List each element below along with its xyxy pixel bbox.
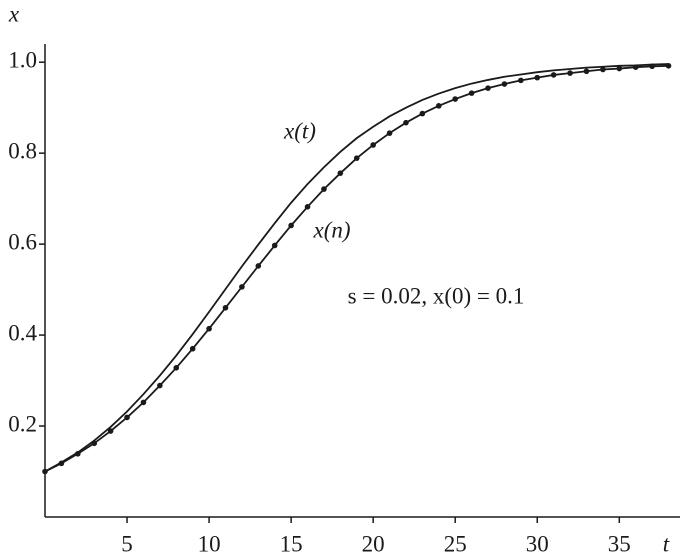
series-point bbox=[435, 103, 442, 109]
y-axis-label: x bbox=[8, 1, 20, 26]
series-point bbox=[42, 468, 48, 475]
series-point bbox=[632, 64, 639, 70]
series-point bbox=[403, 119, 409, 126]
y-tick-label: 0.4 bbox=[8, 320, 37, 345]
series-point bbox=[75, 450, 81, 457]
series-point bbox=[107, 428, 114, 434]
series-point bbox=[567, 70, 573, 76]
y-tick-label: 0.8 bbox=[8, 138, 37, 163]
x-axis-label: t bbox=[663, 531, 670, 556]
y-tick-label: 1.0 bbox=[8, 47, 37, 72]
series-point bbox=[321, 186, 327, 192]
series-point bbox=[518, 77, 524, 84]
x-tick-label: 10 bbox=[198, 531, 221, 556]
series-point bbox=[665, 63, 672, 69]
series-point bbox=[501, 81, 508, 87]
series-point bbox=[304, 204, 311, 210]
series-point bbox=[583, 68, 590, 75]
series-point bbox=[649, 63, 655, 70]
series-point bbox=[468, 90, 475, 96]
series-point bbox=[337, 170, 344, 176]
series-point bbox=[419, 110, 426, 117]
x-tick-label: 30 bbox=[526, 531, 549, 556]
annotation: s = 0.02, x(0) = 0.1 bbox=[348, 283, 525, 308]
series-point bbox=[173, 365, 180, 371]
x-tick-label: 35 bbox=[608, 531, 631, 556]
series-point bbox=[353, 155, 360, 161]
series-point bbox=[534, 74, 541, 81]
series-point bbox=[485, 85, 491, 91]
curve-label: x(t) bbox=[283, 118, 316, 143]
series-point bbox=[206, 325, 212, 332]
series-point bbox=[222, 304, 229, 311]
series-point bbox=[288, 222, 294, 229]
series-point bbox=[452, 96, 459, 102]
series-point bbox=[58, 460, 65, 467]
series-point bbox=[550, 72, 557, 78]
y-tick-label: 0.2 bbox=[8, 411, 37, 436]
x-tick-label: 20 bbox=[362, 531, 385, 556]
series-point bbox=[189, 345, 196, 352]
series-point bbox=[124, 414, 130, 421]
x-tick-label: 5 bbox=[121, 531, 133, 556]
y-tick-label: 0.6 bbox=[8, 229, 37, 254]
curve-label: x(n) bbox=[312, 217, 350, 242]
series-point bbox=[239, 284, 245, 290]
series-point bbox=[600, 66, 606, 73]
series-point bbox=[91, 440, 98, 447]
series-point bbox=[157, 382, 163, 389]
series-point bbox=[140, 399, 147, 406]
x-tick-label: 25 bbox=[444, 531, 467, 556]
series-line bbox=[44, 64, 669, 473]
x-tick-label: 15 bbox=[280, 531, 303, 556]
series-point bbox=[370, 142, 376, 148]
series-point bbox=[255, 263, 262, 269]
series-point bbox=[271, 242, 278, 249]
series-line bbox=[44, 63, 669, 473]
series-point bbox=[386, 130, 393, 136]
series-point bbox=[616, 65, 623, 72]
